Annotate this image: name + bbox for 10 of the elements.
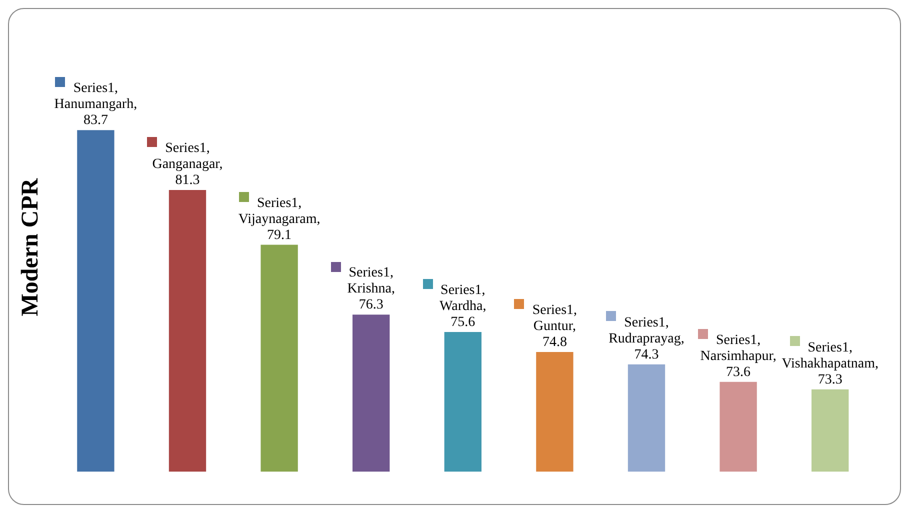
- data-label: Series1, Ganganagar, 81.3: [152, 140, 223, 188]
- data-label: Series1, Rudraprayag, 74.3: [608, 315, 684, 362]
- y-axis-title: Modern CPR: [18, 178, 44, 316]
- data-label: Series1, Vishakhapatnam, 73.3: [782, 340, 878, 388]
- data-label: Series1, Vijaynagaram, 79.1: [238, 196, 320, 243]
- data-label: Series1, Guntur, 74.8: [532, 302, 578, 350]
- data-label: Series1, Hanumangarh, 83.7: [54, 81, 138, 128]
- data-label: Series1, Wardha, 75.6: [440, 283, 486, 330]
- data-label: Series1, Krishna, 76.3: [347, 266, 396, 313]
- data-label: Series1, Narsimhapur, 73.6: [700, 332, 776, 380]
